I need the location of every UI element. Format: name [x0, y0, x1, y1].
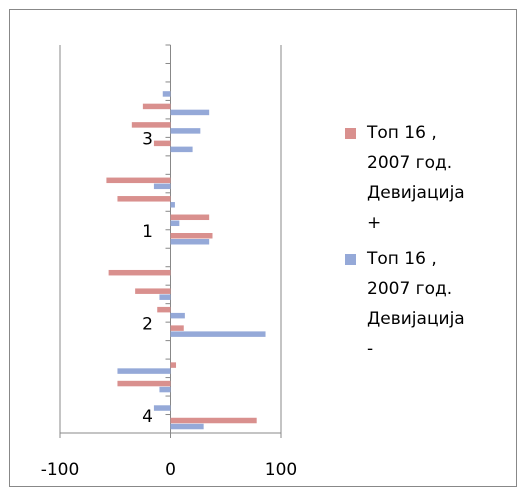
x-tick-label: 100: [265, 460, 297, 480]
bar: [159, 294, 171, 300]
bar: [170, 331, 266, 337]
x-tick-label: 0: [165, 460, 176, 480]
legend-label: Топ 16 , 2007 год. Девијација +: [367, 123, 465, 233]
bar: [117, 196, 171, 202]
y-tick-label: 4: [142, 407, 153, 427]
bar: [142, 103, 171, 110]
bar: [117, 368, 171, 374]
bar: [135, 288, 171, 294]
bar: [108, 269, 171, 276]
bar: [170, 214, 210, 221]
legend: Топ 16 , 2007 год. Девијација + Топ 16 , …: [345, 118, 465, 370]
bar: [170, 239, 210, 245]
bar: [170, 325, 184, 331]
bar: [117, 380, 171, 387]
y-tick-label: 2: [142, 314, 153, 334]
bar: [170, 312, 185, 319]
bar: [157, 306, 171, 313]
bar: [170, 146, 193, 153]
chart-border: [9, 9, 517, 487]
bar: [170, 362, 177, 368]
y-tick-label: 1: [142, 222, 153, 242]
bar: [159, 386, 171, 393]
bar: [170, 233, 213, 239]
bar: [106, 177, 171, 184]
legend-item: Топ 16 , 2007 год. Девијација +: [345, 118, 465, 238]
bar: [162, 91, 171, 97]
bar: [131, 122, 171, 128]
bar: [170, 128, 201, 134]
bar: [153, 140, 171, 147]
bar: [170, 417, 257, 424]
legend-swatch: [345, 128, 356, 139]
legend-label: Топ 16 , 2007 год. Девијација -: [367, 249, 465, 359]
bar: [170, 423, 204, 430]
bar: [153, 183, 171, 190]
bar: [153, 405, 171, 411]
legend-item: Топ 16 , 2007 год. Девијација -: [345, 244, 465, 364]
bar: [170, 220, 180, 227]
legend-swatch: [345, 254, 356, 265]
x-tick-label: -100: [41, 460, 80, 480]
bar: [170, 202, 175, 208]
bar: [170, 109, 210, 116]
y-tick-label: 3: [142, 130, 153, 150]
